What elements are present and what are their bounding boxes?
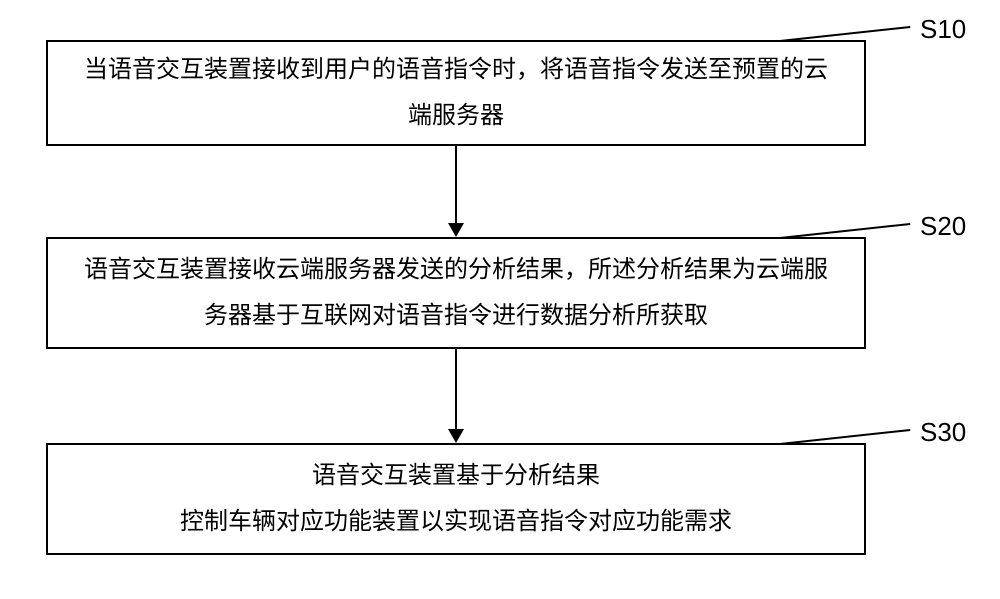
arrow-s20-s30-head [448, 429, 464, 443]
flow-node-s30: 语音交互装置基于分析结果 控制车辆对应功能装置以实现语音指令对应功能需求 [46, 443, 866, 555]
arrow-s10-s20-stem [455, 146, 457, 223]
step-label-s10: S10 [920, 14, 966, 45]
flow-node-s10: 当语音交互装置接收到用户的语音指令时，将语音指令发送至预置的云 端服务器 [46, 40, 866, 146]
step-label-s30: S30 [920, 417, 966, 448]
step-label-s20: S20 [920, 211, 966, 242]
flow-node-s10-text: 当语音交互装置接收到用户的语音指令时，将语音指令发送至预置的云 端服务器 [84, 47, 828, 138]
flow-node-s20-text: 语音交互装置接收云端服务器发送的分析结果，所述分析结果为云端服 务器基于互联网对… [84, 247, 828, 338]
arrow-s10-s20-head [448, 223, 464, 237]
flow-node-s30-text: 语音交互装置基于分析结果 控制车辆对应功能装置以实现语音指令对应功能需求 [180, 453, 732, 544]
flow-node-s20: 语音交互装置接收云端服务器发送的分析结果，所述分析结果为云端服 务器基于互联网对… [46, 237, 866, 349]
arrow-s20-s30-stem [455, 349, 457, 429]
